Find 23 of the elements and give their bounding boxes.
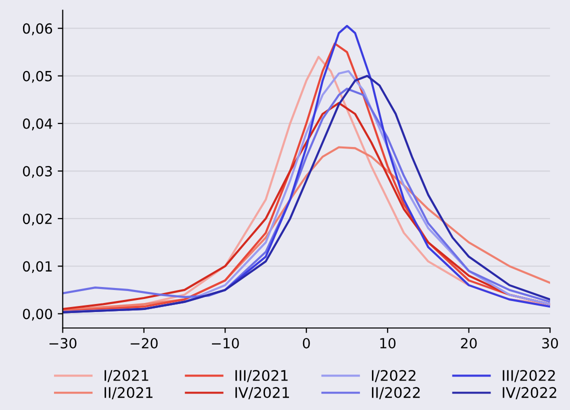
y-tick-label: 0,01 — [22, 261, 52, 274]
y-tick-label: 0,04 — [22, 118, 52, 130]
y-tick-label: 0,06 — [22, 23, 52, 36]
x-tick-label: 30 — [542, 338, 558, 348]
x-tick-label: −10 — [212, 338, 239, 348]
y-tick-label: 0,00 — [22, 308, 52, 321]
y-tick-label: 0,05 — [22, 70, 52, 83]
legend-label: I/2021 — [104, 370, 148, 382]
x-tick-label: 20 — [461, 338, 477, 348]
x-tick-label: −20 — [130, 338, 158, 348]
legend-label: IV/2021 — [235, 387, 289, 400]
y-tick-label: 0,02 — [22, 214, 52, 226]
legend-label: II/2021 — [104, 387, 152, 400]
legend-label: III/2022 — [502, 370, 555, 382]
y-tick-label: 0,03 — [22, 166, 52, 178]
x-tick-label: 10 — [380, 338, 396, 348]
legend-label: IV/2022 — [502, 387, 556, 400]
legend-label: III/2021 — [235, 370, 288, 382]
x-tick-label: −30 — [50, 338, 76, 348]
legend-label: I/2022 — [372, 370, 416, 382]
line-series — [62, 146, 550, 311]
x-tick-label: 0 — [302, 338, 310, 348]
legend-label: II/2022 — [372, 387, 420, 400]
